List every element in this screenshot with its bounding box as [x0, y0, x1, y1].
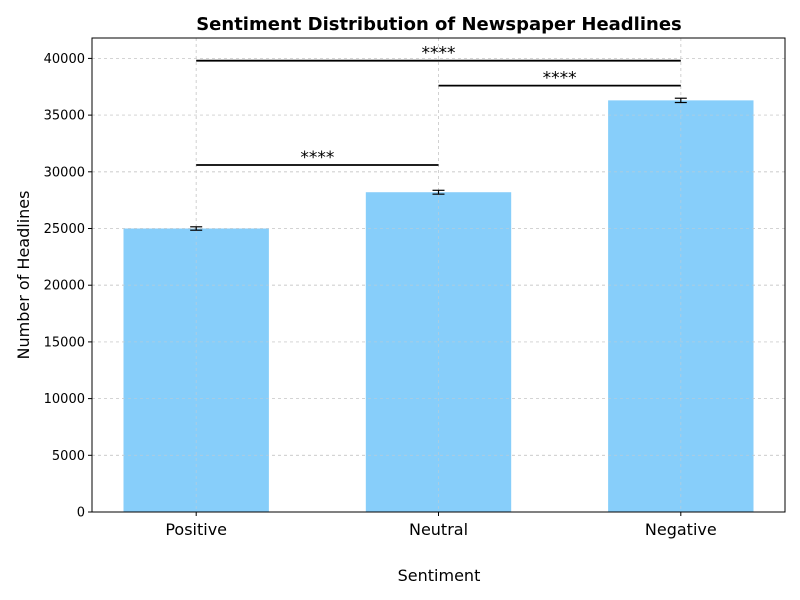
- error-bars-layer: [190, 97, 687, 231]
- significance-label: ****: [543, 69, 577, 89]
- y-tick-label: 35000: [44, 109, 85, 124]
- error-bar: [190, 226, 203, 231]
- error-bar: [432, 189, 445, 195]
- y-axis-label: Number of Headlines: [14, 191, 33, 360]
- y-tick-label: 40000: [44, 52, 85, 67]
- y-tick-label: 10000: [44, 392, 85, 407]
- y-tick-label: 15000: [44, 335, 85, 350]
- significance-bracket: ****: [438, 69, 681, 89]
- y-tick-label: 20000: [44, 279, 85, 294]
- x-tick-label: Neutral: [409, 520, 468, 539]
- significance-bracket: ****: [196, 44, 681, 64]
- y-tick-label: 0: [77, 506, 85, 521]
- bar-negative: [608, 100, 754, 513]
- y-tick-labels: 0 5000 10000 15000 20000 25000 30000 35000 40000: [44, 52, 92, 521]
- x-axis-label: Sentiment: [398, 566, 481, 585]
- y-tick-label: 30000: [44, 165, 85, 180]
- y-tick-label: 25000: [44, 222, 85, 237]
- bars-layer: [92, 38, 785, 513]
- y-tick-label: 5000: [52, 449, 85, 464]
- x-tick-labels: Positive Neutral Negative: [165, 512, 717, 539]
- x-tick-label: Negative: [645, 520, 717, 539]
- chart-title: Sentiment Distribution of Newspaper Head…: [196, 14, 682, 35]
- x-tick-label: Positive: [165, 520, 227, 539]
- significance-layer: **** **** ****: [196, 44, 681, 168]
- error-bar: [674, 97, 687, 104]
- significance-label: ****: [422, 44, 456, 64]
- significance-bracket: ****: [196, 148, 439, 168]
- significance-label: ****: [300, 148, 334, 168]
